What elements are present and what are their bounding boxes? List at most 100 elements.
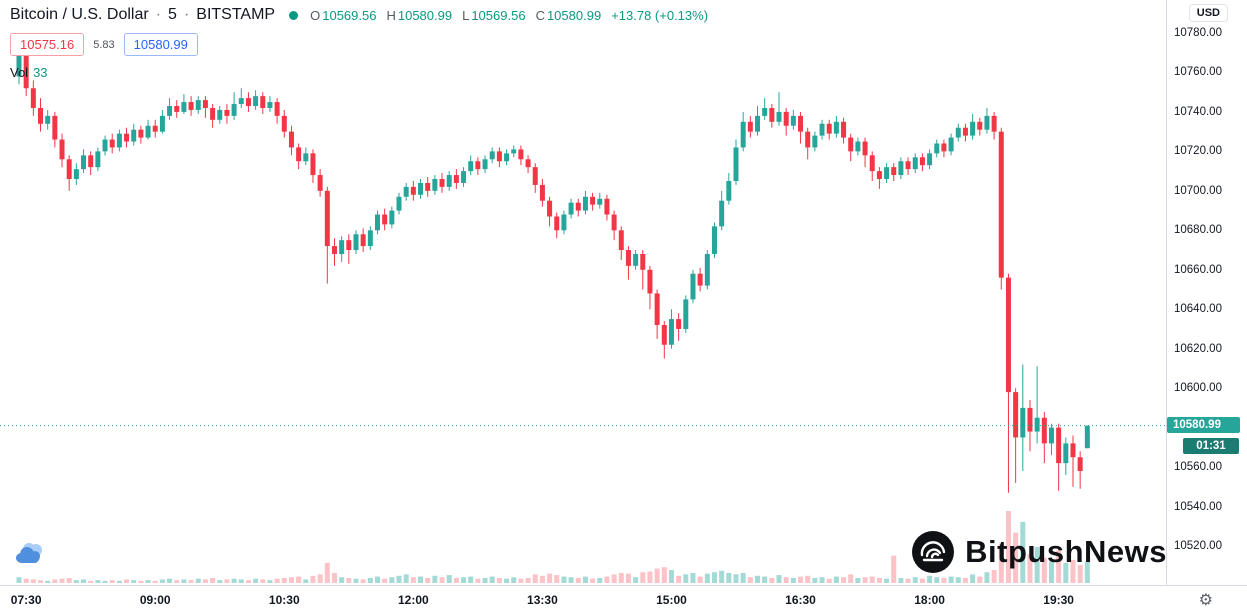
- candle: [640, 253, 646, 270]
- volume-bar: [403, 574, 409, 583]
- candle: [912, 157, 918, 170]
- volume-bar: [231, 578, 237, 583]
- candle: [755, 115, 761, 132]
- volume-bar: [848, 574, 854, 583]
- open-value: 10569.56: [322, 7, 377, 23]
- volume-bar: [855, 577, 861, 583]
- volume-bar: [575, 577, 581, 583]
- volume-bar: [274, 578, 280, 583]
- candle: [1027, 407, 1033, 432]
- volume-bar: [984, 572, 990, 583]
- price-axis[interactable]: USD 10580.99 01:31 10780.00 10760.00 10740…: [1166, 0, 1247, 585]
- volume-bar: [977, 576, 983, 583]
- candle: [310, 153, 316, 176]
- volume-bar: [131, 580, 137, 583]
- time-axis[interactable]: ⚙ 07:30 09:00 10:30 12:00 13:30 15:00 16:30 18:…: [0, 585, 1247, 615]
- close-label: C: [535, 7, 545, 23]
- candle: [66, 159, 72, 180]
- candle: [504, 153, 510, 162]
- separator: ·: [183, 6, 190, 23]
- candle: [554, 216, 560, 231]
- candle: [747, 121, 753, 132]
- candle: [116, 133, 122, 148]
- volume-bar: [1084, 561, 1090, 583]
- volume-bar: [798, 576, 804, 583]
- volume-bar: [762, 576, 768, 583]
- candle: [941, 143, 947, 152]
- volume-bar: [389, 577, 395, 583]
- volume-bar: [1013, 532, 1019, 583]
- interval-label[interactable]: 5: [168, 6, 177, 23]
- candle: [719, 200, 725, 227]
- volume-bar: [590, 578, 596, 583]
- candle: [561, 214, 567, 231]
- symbol-title[interactable]: Bitcoin / U.S. Dollar: [10, 6, 149, 23]
- exchange-label[interactable]: BITSTAMP: [196, 6, 276, 23]
- candle: [618, 230, 624, 251]
- candle: [102, 139, 108, 152]
- candle: [1005, 277, 1011, 393]
- candle: [174, 106, 180, 112]
- candle: [919, 157, 925, 166]
- volume-bar: [654, 568, 660, 583]
- volume-bar: [217, 580, 223, 583]
- price-axis-label: 10560.00: [1174, 461, 1222, 474]
- candle: [303, 153, 309, 162]
- volume-bar: [554, 575, 560, 583]
- currency-button[interactable]: USD: [1188, 4, 1228, 22]
- volume-bar: [59, 578, 65, 583]
- candle: [367, 230, 373, 247]
- candle: [511, 149, 517, 154]
- candle: [661, 325, 667, 345]
- volume-bar: [783, 577, 789, 583]
- candle: [1034, 417, 1040, 432]
- symbol-header: Bitcoin / U.S. Dollar · 5 · BITSTAMP O 10…: [10, 6, 708, 24]
- volume-bar: [769, 577, 775, 583]
- candle: [131, 129, 137, 142]
- candle: [403, 186, 409, 197]
- volume-bar: [640, 572, 646, 583]
- cloud-icon[interactable]: [14, 542, 46, 569]
- volume-bar: [941, 577, 947, 583]
- candle: [625, 250, 631, 266]
- candle: [331, 246, 337, 254]
- volume-bar: [396, 575, 402, 583]
- candle: [382, 214, 388, 225]
- candle: [425, 182, 431, 191]
- volume-row: Vol 33: [10, 65, 708, 80]
- volume-bar: [998, 543, 1004, 583]
- sell-price-button[interactable]: 10575.16: [10, 33, 85, 56]
- volume-bar: [697, 576, 703, 583]
- candle: [762, 107, 768, 116]
- volume-bar: [446, 575, 452, 583]
- volume-bar: [116, 580, 122, 583]
- volume-bar: [124, 579, 130, 583]
- volume-bar: [339, 577, 345, 583]
- price-axis-label: 10640.00: [1174, 303, 1222, 316]
- volume-bar: [159, 579, 165, 583]
- volume-bar: [618, 572, 624, 583]
- candle: [547, 200, 553, 217]
- candle: [869, 155, 875, 172]
- candle: [88, 155, 94, 168]
- volume-bar: [23, 578, 29, 583]
- candle: [833, 121, 839, 134]
- gear-icon[interactable]: ⚙: [1193, 590, 1219, 612]
- volume-bar: [726, 572, 732, 583]
- volume-bar: [833, 576, 839, 583]
- volume-bar: [482, 577, 488, 583]
- current-price-badge: 10580.99: [1167, 416, 1240, 433]
- candle: [798, 115, 804, 132]
- volume-bar: [841, 577, 847, 583]
- candle: [59, 139, 65, 160]
- time-axis-label: 15:00: [656, 593, 687, 607]
- candle: [45, 115, 51, 124]
- buy-price-button[interactable]: 10580.99: [123, 33, 198, 56]
- candle: [862, 141, 868, 156]
- candle: [418, 182, 424, 195]
- volume-bar: [568, 577, 574, 583]
- candle: [410, 186, 416, 195]
- time-axis-label: 07:30: [10, 593, 42, 607]
- candle: [697, 273, 703, 286]
